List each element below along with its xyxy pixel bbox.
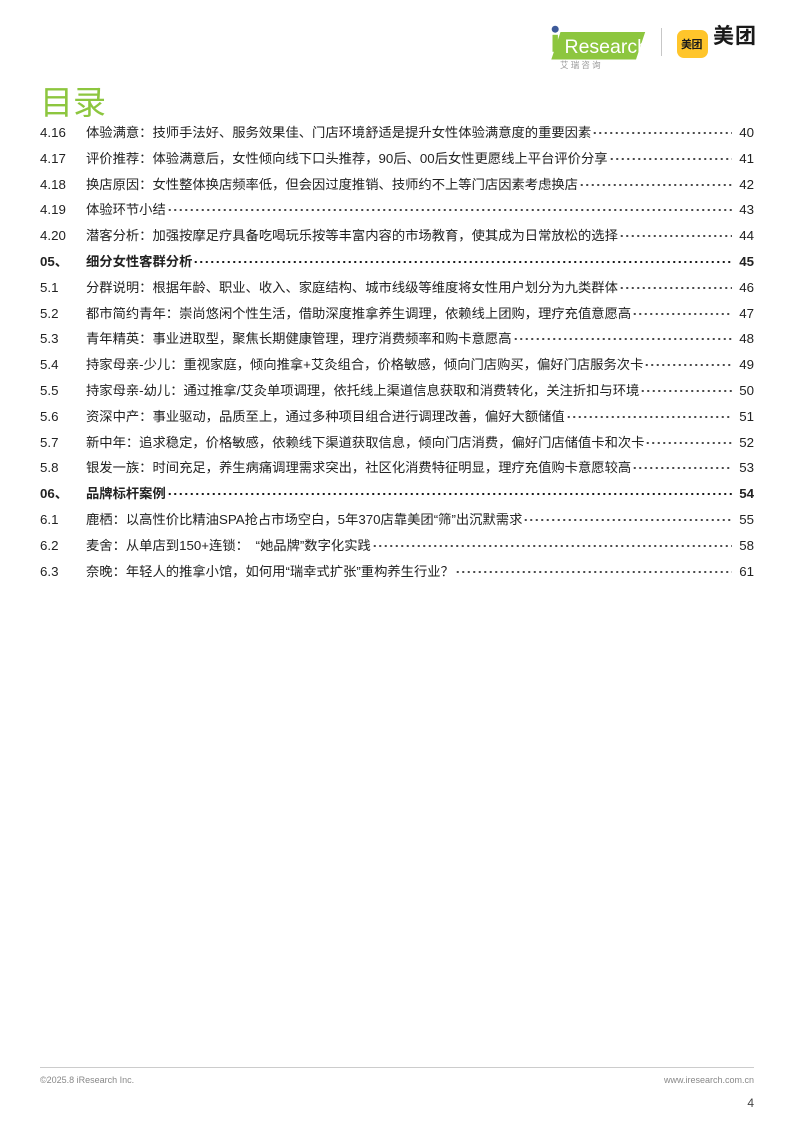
svg-text:Research: Research	[565, 36, 648, 58]
